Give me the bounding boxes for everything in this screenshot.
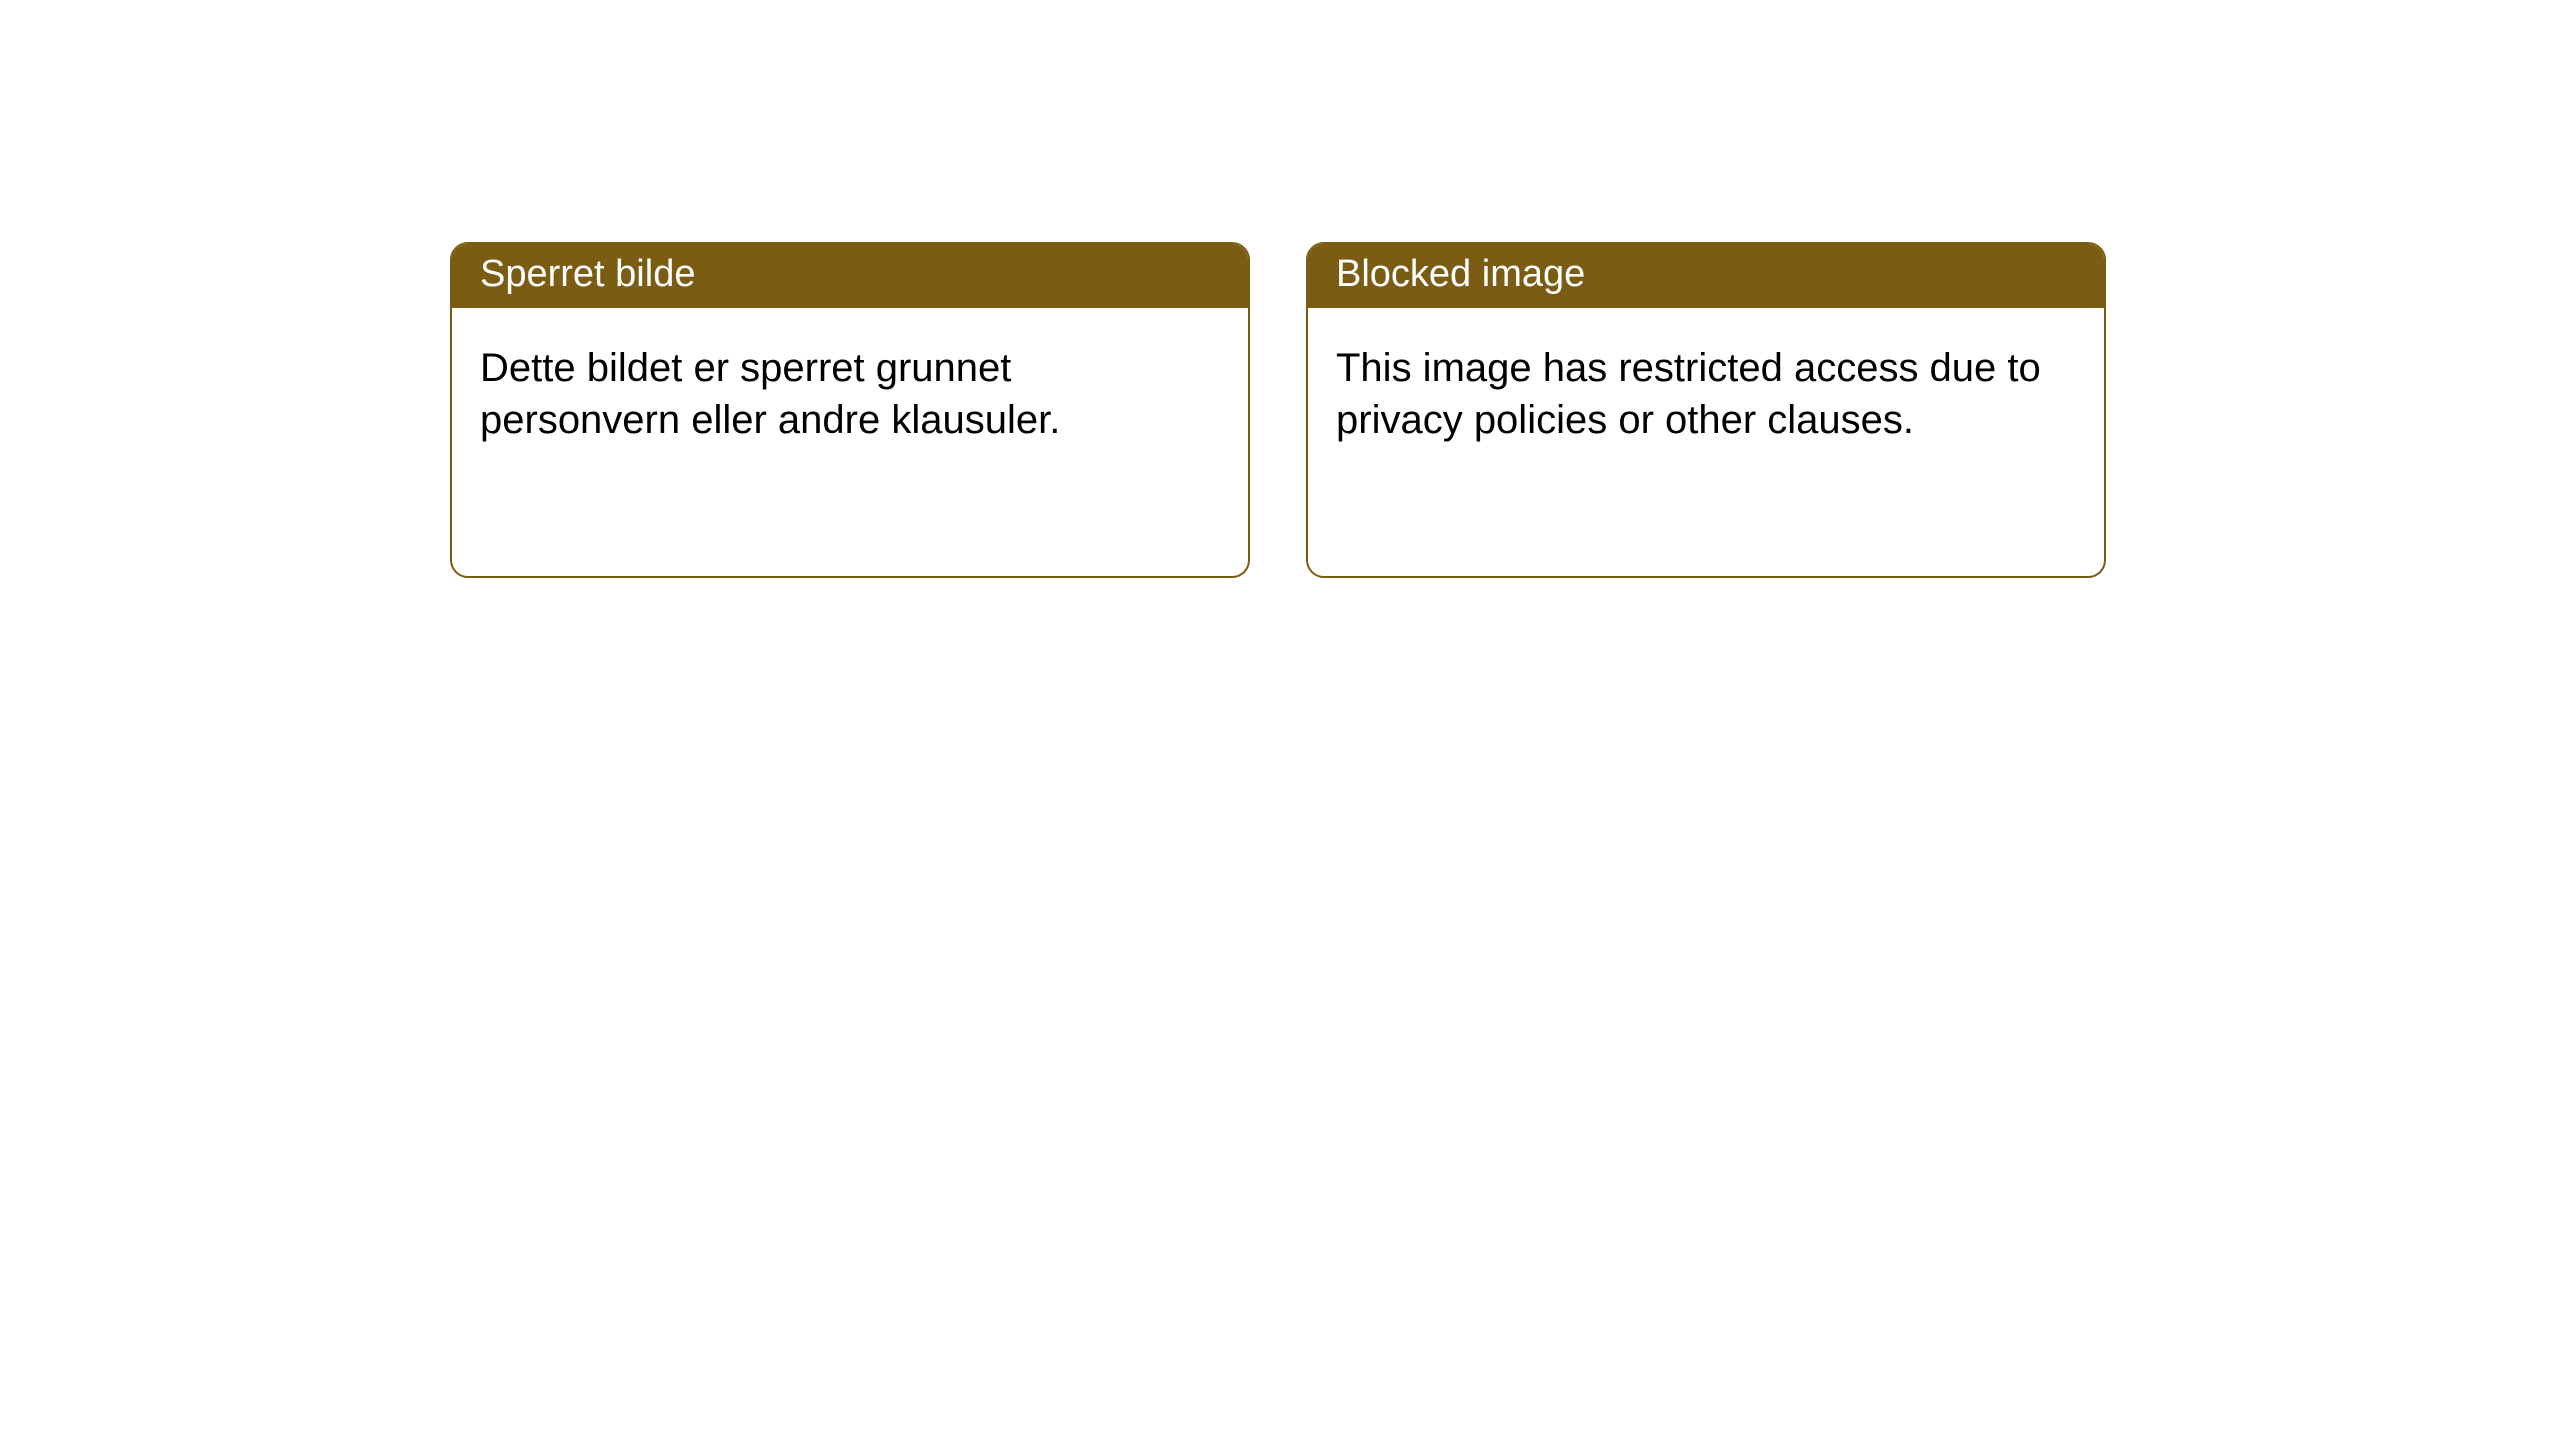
card-title: Sperret bilde — [480, 253, 695, 295]
blocked-image-card-no: Sperret bilde Dette bildet er sperret gr… — [450, 242, 1250, 578]
card-header: Blocked image — [1308, 244, 2104, 308]
card-header: Sperret bilde — [452, 244, 1248, 308]
card-body-text: Dette bildet er sperret grunnet personve… — [480, 346, 1060, 443]
card-title: Blocked image — [1336, 253, 1585, 295]
cards-container: Sperret bilde Dette bildet er sperret gr… — [0, 0, 2560, 578]
blocked-image-card-en: Blocked image This image has restricted … — [1306, 242, 2106, 578]
card-body: Dette bildet er sperret grunnet personve… — [452, 308, 1248, 482]
card-body-text: This image has restricted access due to … — [1336, 346, 2041, 443]
card-body: This image has restricted access due to … — [1308, 308, 2104, 482]
